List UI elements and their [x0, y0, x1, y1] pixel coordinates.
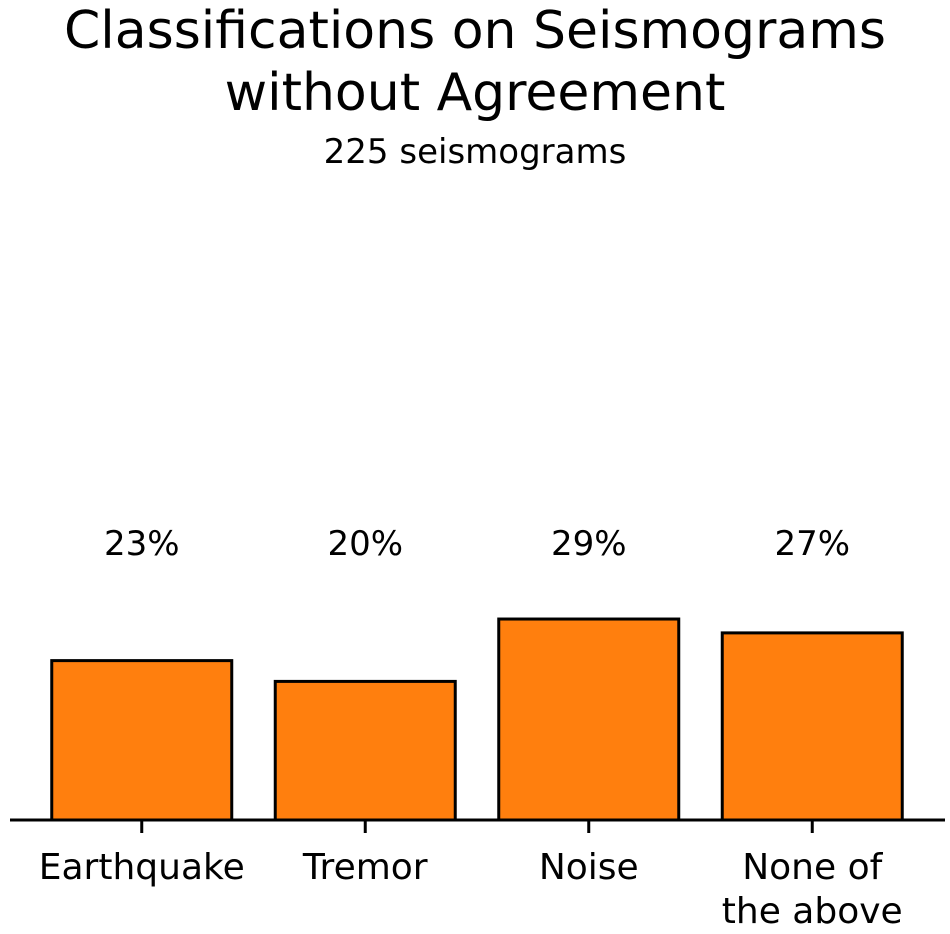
- x-tick-label: Tremor: [302, 847, 428, 888]
- bar: [720, 631, 904, 822]
- bar: [273, 679, 457, 822]
- value-label: 23%: [103, 524, 180, 564]
- x-tick-label: Noise: [538, 847, 639, 888]
- x-tick-label: Earthquake: [38, 847, 245, 888]
- chart-title: Classifications on Seismograms without A…: [64, 1, 886, 123]
- bar: [497, 617, 681, 822]
- value-label: 27%: [774, 524, 851, 564]
- bar: [50, 659, 234, 822]
- value-label: 29%: [550, 524, 627, 564]
- value-label: 20%: [327, 524, 404, 564]
- chart-subtitle: 225 seismograms: [323, 132, 627, 172]
- x-tick-label: None of the above: [721, 847, 903, 932]
